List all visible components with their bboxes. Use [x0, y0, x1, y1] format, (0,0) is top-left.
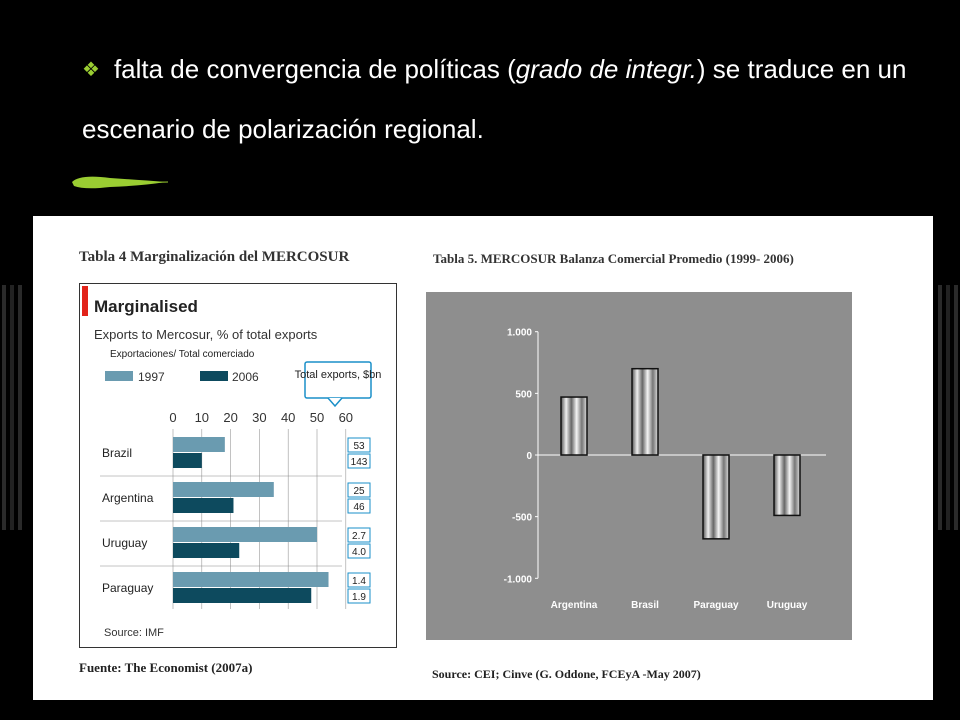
bullet-text-part1: falta de convergencia de políticas (: [113, 54, 516, 84]
chart5-plot: 1.000 500 0 -500 -1.000 Argentina Brasil Paragu…: [504, 328, 826, 611]
bar-1997: [173, 527, 317, 542]
callout-pointer-icon: [327, 397, 343, 408]
table5-heading: Tabla 5. MERCOSUR Balanza Comercial Prom…: [433, 251, 794, 266]
marginalised-chart: Marginalised Exports to Mercosur, % of t…: [82, 286, 382, 639]
x-category-label: Paraguay: [693, 600, 738, 611]
chart4-plot: 0 10 20 30 40 50 60 Brazil 53 143 Argentina 25 46 Uru…: [100, 410, 371, 609]
total-exports-box: [347, 498, 371, 514]
total-exports-box: [347, 572, 371, 588]
y-tick-label: 1.000: [507, 328, 532, 339]
total-exports-value: 25: [353, 486, 365, 497]
legend-label-2006: 2006: [232, 370, 259, 384]
green-brush-stroke-icon: [72, 176, 169, 189]
bar-1997: [173, 572, 329, 587]
bar-1997: [173, 482, 274, 497]
x-category-label: Argentina: [551, 600, 598, 611]
total-exports-value: 4.0: [352, 547, 366, 558]
bar-2006: [173, 453, 202, 468]
x-category-label: Uruguay: [767, 600, 808, 611]
bar-1997: [173, 437, 225, 452]
bar-uruguay: [773, 454, 801, 517]
total-exports-value: 1.4: [352, 576, 366, 587]
x-tick-label: 20: [223, 410, 237, 425]
chart4-title: Marginalised: [94, 297, 198, 316]
x-tick-label: 30: [252, 410, 266, 425]
total-exports-value: 2.7: [352, 531, 366, 542]
chart4-source: Source: IMF: [104, 627, 164, 639]
left-stripes-decoration: [2, 285, 22, 530]
x-category-label: Brasil: [631, 600, 659, 611]
bar-argentina: [560, 396, 588, 456]
bullet-text-part2: ) se traduce en un escenario de polariza…: [82, 54, 907, 144]
x-tick-label: 0: [169, 410, 176, 425]
total-exports-box: [347, 482, 371, 498]
total-exports-value: 143: [351, 457, 368, 468]
bar-2006: [173, 498, 234, 513]
table4-heading: Tabla 4 Marginalización del MERCOSUR: [79, 249, 350, 265]
total-exports-box: [347, 453, 371, 469]
table4-footer: Fuente: The Economist (2007a): [79, 660, 253, 675]
total-exports-box: [347, 588, 371, 604]
total-exports-box: [347, 543, 371, 559]
table5-footer: Source: CEI; Cinve (G. Oddone, FCEyA -Ma…: [432, 667, 701, 681]
x-tick-label: 40: [281, 410, 295, 425]
total-exports-value: 46: [353, 502, 365, 513]
total-exports-box: [347, 437, 371, 453]
red-accent-bar: [82, 286, 88, 316]
category-label: Brazil: [102, 446, 132, 460]
right-stripes-decoration: [938, 285, 958, 530]
bullet-text: ❖ falta de convergencia de políticas (gra…: [82, 40, 942, 159]
total-exports-box: [347, 527, 371, 543]
x-tick-label: 10: [195, 410, 209, 425]
category-label: Paraguay: [102, 581, 153, 595]
total-exports-value: 53: [353, 441, 365, 452]
y-tick-label: -500: [512, 513, 532, 524]
y-tick-label: 500: [515, 389, 532, 400]
bar-paraguay: [702, 454, 730, 540]
economist-chart-box: Marginalised Exports to Mercosur, % of t…: [79, 283, 397, 648]
category-label: Uruguay: [102, 536, 147, 550]
bar-2006: [173, 543, 240, 558]
legend-swatch-2006: [200, 371, 228, 381]
x-tick-label: 60: [339, 410, 353, 425]
chart4-subtitle-es: Exportaciones/ Total comerciado: [110, 349, 255, 360]
category-label: Argentina: [102, 491, 154, 505]
bar-brasil: [631, 367, 659, 456]
legend-label-1997: 1997: [138, 370, 165, 384]
y-tick-label: -1.000: [504, 574, 533, 585]
y-tick-label: 0: [526, 451, 532, 462]
diamond-bullet-icon: ❖: [82, 59, 100, 81]
chart4-subtitle: Exports to Mercosur, % of total exports: [94, 327, 318, 342]
bullet-text-italic: grado de integr.: [515, 54, 697, 84]
bar-2006: [173, 588, 312, 603]
total-exports-value: 1.9: [352, 592, 366, 603]
balanza-chart: 1.000 500 0 -500 -1.000 Argentina Brasil Paragu…: [426, 292, 852, 640]
legend-swatch-1997: [105, 371, 133, 381]
x-tick-label: 50: [310, 410, 324, 425]
callout-text: Total exports, $bn: [295, 369, 382, 381]
